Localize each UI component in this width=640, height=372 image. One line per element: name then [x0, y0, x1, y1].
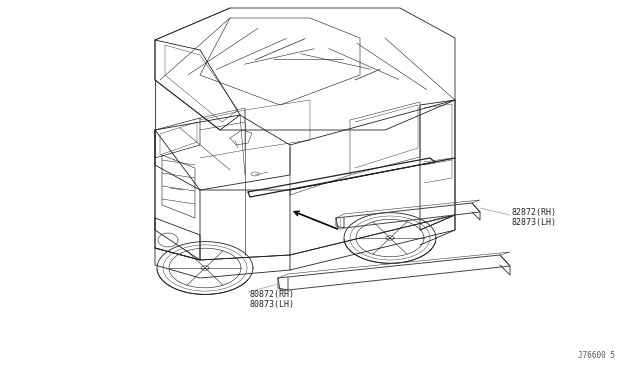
Text: 80872(RH): 80872(RH)	[250, 291, 295, 299]
Text: 82872(RH): 82872(RH)	[512, 208, 557, 217]
Text: 82873(LH): 82873(LH)	[512, 218, 557, 227]
Text: J76600 5: J76600 5	[578, 351, 615, 360]
Text: 80873(LH): 80873(LH)	[250, 301, 295, 310]
